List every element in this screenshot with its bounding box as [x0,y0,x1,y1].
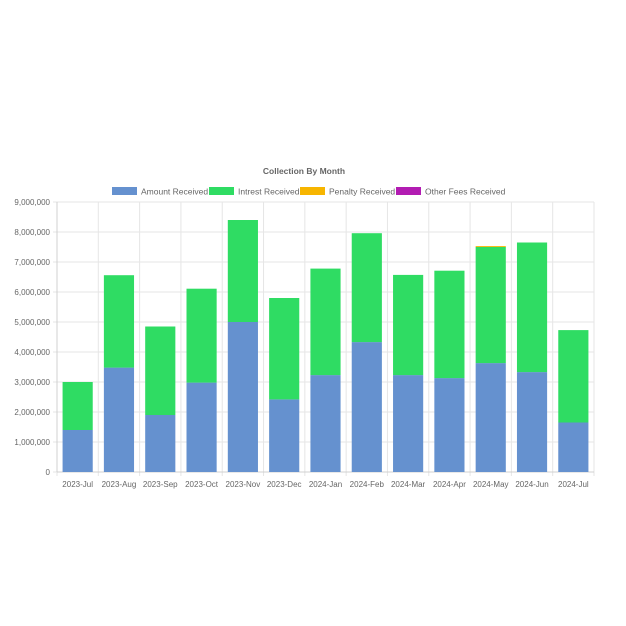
x-tick-label-1: 2023-Aug [102,480,137,489]
bar-2-7 [351,233,382,343]
bar-2-4 [227,220,258,322]
legend-swatch-1 [112,187,137,195]
bar-2-1 [103,275,135,368]
bar-2-9 [434,270,465,379]
bar-3-10 [475,246,506,247]
bar-2-11 [516,242,548,373]
bar-1-1 [103,367,135,472]
x-tick-label-8: 2024-Mar [391,480,426,489]
bar-1-9 [434,378,465,472]
legend-swatch-2 [209,187,234,195]
x-tick-label-9: 2024-Apr [433,480,466,489]
x-tick-label-10: 2024-May [473,480,509,489]
bar-1-2 [145,415,176,472]
y-tick-label-2: 2,000,000 [14,408,50,417]
y-tick-label-8: 8,000,000 [14,228,50,237]
x-axis: 2023-Jul 2023-Aug 2023-Sep 2023-Oct 2023-Nov… [62,480,589,489]
bar-1-8 [393,375,424,472]
bar-1-7 [351,342,382,472]
bar-2-5 [269,298,300,400]
bar-1-11 [516,372,548,472]
y-tick-label-3: 3,000,000 [14,378,50,387]
legend-label-4: Other Fees Received [425,187,506,197]
bar-2-2 [145,326,176,415]
y-tick-label-9: 9,000,000 [14,198,50,207]
legend-swatch-4 [396,187,421,195]
bar-1-10 [475,363,506,472]
y-tick-label-5: 5,000,000 [14,318,50,327]
bar-2-3 [186,288,217,383]
bar-2-12 [558,330,589,423]
x-tick-label-5: 2023-Dec [267,480,302,489]
bar-1-5 [269,399,300,472]
y-axis: 0 1,000,000 2,000,000 3,000,000 4,000,000 5,0… [14,198,594,477]
legend-swatch-3 [300,187,325,195]
x-tick-label-12: 2024-Jul [558,480,589,489]
x-tick-label-3: 2023-Oct [185,480,219,489]
bar-2-8 [393,274,424,376]
x-tick-label-4: 2023-Nov [226,480,261,489]
y-tick-label-7: 7,000,000 [14,258,50,267]
bars [62,220,589,472]
bar-1-12 [558,422,589,472]
legend-label-2: Intrest Received [238,187,300,197]
x-tick-label-2: 2023-Sep [143,480,178,489]
legend-label-3: Penalty Received [329,187,395,197]
bar-1-3 [186,382,217,472]
bar-2-0 [62,382,93,430]
chart-title: Collection By Month [263,166,345,176]
y-tick-label-1: 1,000,000 [14,438,50,447]
y-tick-label-6: 6,000,000 [14,288,50,297]
x-tick-label-0: 2023-Jul [62,480,93,489]
bar-2-10 [475,247,506,364]
bar-2-6 [310,268,341,376]
legend-label-1: Amount Received [141,187,208,197]
bar-1-4 [227,322,258,472]
bar-1-0 [62,430,93,472]
legend: Amount Received Intrest Received Penalty R… [112,187,506,197]
y-tick-label-0: 0 [46,468,51,477]
y-tick-label-4: 4,000,000 [14,348,50,357]
bar-1-6 [310,375,341,472]
x-tick-label-6: 2024-Jan [309,480,342,489]
x-tick-label-7: 2024-Feb [350,480,385,489]
x-tick-label-11: 2024-Jun [515,480,548,489]
